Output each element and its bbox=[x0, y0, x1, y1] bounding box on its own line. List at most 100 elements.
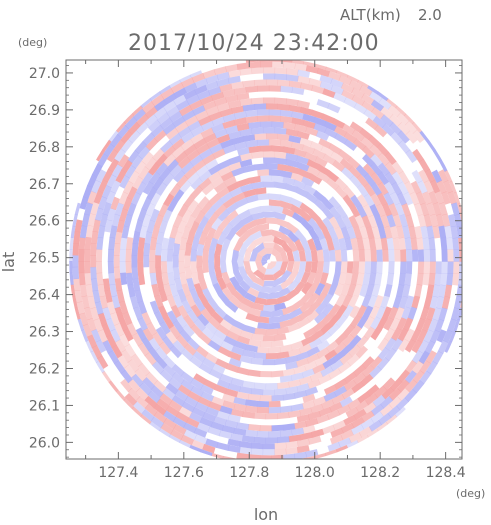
field-cell bbox=[235, 197, 249, 208]
field-cell bbox=[282, 392, 296, 401]
field-cell bbox=[190, 177, 203, 190]
field-cell bbox=[184, 255, 191, 268]
field-cell bbox=[391, 338, 403, 352]
field-cell bbox=[353, 138, 367, 151]
field-cell bbox=[380, 295, 390, 309]
field-cell bbox=[119, 208, 129, 222]
field-cell bbox=[230, 377, 244, 387]
field-cell bbox=[217, 346, 231, 357]
field-cell bbox=[166, 198, 178, 213]
field-cell bbox=[432, 202, 442, 216]
field-cell bbox=[353, 102, 368, 115]
field-cell bbox=[123, 214, 133, 228]
field-cell bbox=[323, 384, 338, 396]
field-cell bbox=[384, 181, 396, 195]
field-cell bbox=[256, 316, 269, 324]
field-cell bbox=[170, 304, 182, 319]
field-cell bbox=[236, 62, 250, 70]
field-cell bbox=[251, 181, 264, 190]
field-cell bbox=[296, 161, 310, 172]
field-cell bbox=[228, 351, 242, 361]
field-cell bbox=[313, 116, 327, 127]
field-cell bbox=[221, 455, 235, 459]
field-cell bbox=[245, 139, 258, 148]
field-cell bbox=[274, 97, 287, 105]
field-cell bbox=[228, 155, 242, 165]
field-cell bbox=[432, 307, 442, 321]
field-cell bbox=[391, 171, 404, 185]
field-cell bbox=[236, 366, 250, 376]
field-cell bbox=[322, 206, 334, 220]
field-cell bbox=[411, 249, 419, 262]
field-cell bbox=[326, 238, 335, 251]
field-cell bbox=[416, 237, 424, 251]
field-cell bbox=[294, 421, 307, 430]
field-cell bbox=[324, 349, 338, 361]
field-cell bbox=[434, 318, 445, 333]
field-cell bbox=[397, 130, 410, 144]
field-cell bbox=[247, 424, 261, 432]
field-cell bbox=[190, 249, 198, 262]
field-cell bbox=[339, 158, 353, 171]
field-cell bbox=[154, 214, 164, 228]
field-cell bbox=[327, 102, 341, 114]
field-cell bbox=[241, 214, 254, 226]
field-cell bbox=[388, 396, 402, 409]
field-cell bbox=[311, 329, 324, 342]
field-cell bbox=[105, 317, 116, 332]
field-cell bbox=[411, 339, 423, 354]
field-cell bbox=[137, 300, 148, 315]
field-cell bbox=[323, 391, 337, 402]
field-cell bbox=[84, 202, 94, 216]
field-cell bbox=[426, 307, 436, 321]
field-cell bbox=[169, 283, 179, 297]
y-axis: 26.026.126.226.326.426.526.626.726.826.9… bbox=[29, 65, 462, 458]
field-cell bbox=[396, 397, 409, 411]
field-cell bbox=[86, 334, 98, 349]
field-cell bbox=[79, 196, 89, 210]
field-cell bbox=[358, 426, 373, 438]
field-cell bbox=[217, 165, 231, 177]
field-cell bbox=[131, 332, 144, 347]
field-cell bbox=[453, 249, 460, 262]
field-cell bbox=[251, 127, 264, 135]
field-cell bbox=[211, 91, 225, 102]
field-cell bbox=[213, 329, 227, 342]
field-cell bbox=[404, 272, 412, 286]
field-cell bbox=[417, 180, 428, 194]
field-cell bbox=[312, 190, 326, 203]
field-cell bbox=[243, 261, 252, 273]
field-cell bbox=[199, 417, 213, 428]
field-cell bbox=[326, 177, 340, 191]
field-cell bbox=[380, 396, 394, 409]
field-cell bbox=[286, 289, 299, 301]
field-cell bbox=[383, 317, 394, 331]
field-cell bbox=[340, 249, 348, 262]
field-cell bbox=[463, 202, 472, 215]
field-cell bbox=[171, 145, 185, 159]
field-cell bbox=[307, 238, 317, 251]
field-cell bbox=[113, 360, 126, 374]
field-cell bbox=[114, 306, 124, 320]
field-cell bbox=[252, 235, 265, 246]
field-cell bbox=[201, 120, 215, 132]
field-cell bbox=[73, 231, 81, 244]
field-cell bbox=[374, 385, 387, 399]
field-cell bbox=[413, 202, 424, 217]
field-cell bbox=[239, 355, 253, 364]
field-cell bbox=[308, 435, 322, 445]
field-cell bbox=[268, 322, 281, 330]
field-cell bbox=[361, 364, 375, 378]
field-cell bbox=[160, 249, 168, 262]
field-cell bbox=[378, 97, 392, 110]
field-cell bbox=[370, 411, 384, 424]
field-cell bbox=[306, 353, 320, 364]
field-cell bbox=[111, 295, 121, 309]
field-cell bbox=[219, 191, 233, 204]
field-cell bbox=[151, 94, 165, 107]
field-cell bbox=[181, 401, 195, 413]
field-cell bbox=[127, 284, 136, 298]
field-cell bbox=[134, 140, 148, 155]
field-cell bbox=[447, 249, 454, 262]
field-cell bbox=[119, 175, 131, 189]
